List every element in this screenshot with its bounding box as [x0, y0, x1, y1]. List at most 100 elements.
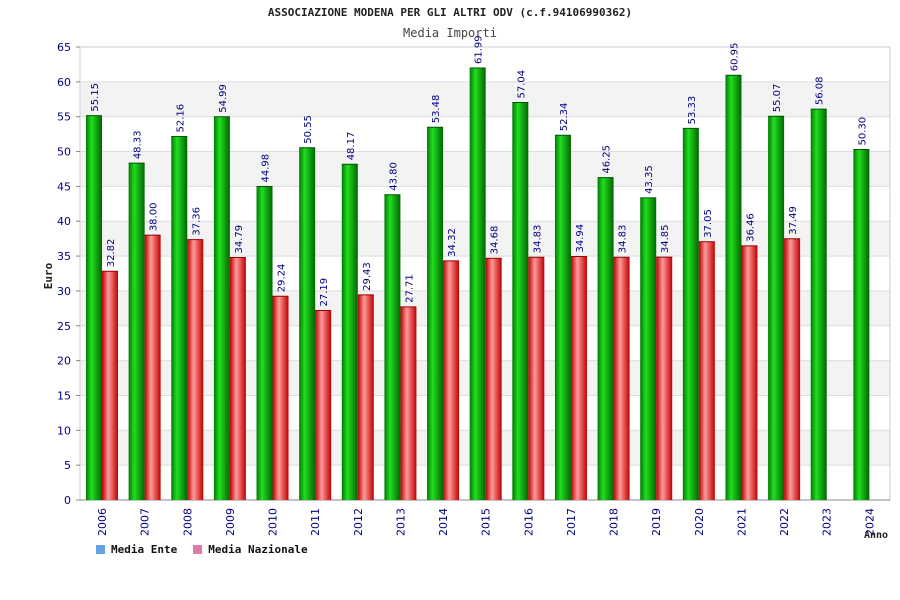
x-tick-label: 2014 — [437, 508, 450, 536]
data-label-media-ente: 61.99 — [474, 35, 485, 64]
data-label-media-nazionale: 34.79 — [234, 225, 245, 254]
bar-media-ente — [554, 135, 571, 500]
bar-media-nazionale — [443, 260, 460, 500]
x-tick-label: 2016 — [522, 508, 535, 536]
data-label-media-ente: 44.98 — [261, 154, 272, 183]
data-label-media-nazionale: 27.71 — [404, 274, 415, 303]
data-label-media-ente: 48.33 — [133, 131, 144, 160]
y-tick-label: 40 — [57, 215, 71, 228]
data-label-media-nazionale: 29.43 — [362, 262, 373, 291]
bars-group: 55.15 32.82 48.33 38.00 52.16 37.36 54.99 34.79… — [86, 35, 870, 501]
bar-media-nazionale — [613, 257, 630, 500]
bar-media-nazionale — [272, 296, 289, 500]
x-tick-label: 2021 — [735, 508, 748, 536]
data-label-media-nazionale: 27.19 — [319, 278, 330, 307]
data-label-media-ente: 55.07 — [772, 84, 783, 113]
data-label-media-ente: 55.15 — [90, 83, 101, 112]
x-tick-label: 2018 — [608, 508, 621, 536]
bar-media-ente — [341, 164, 358, 500]
legend-swatch-media-ente — [96, 545, 105, 554]
y-tick-label: 55 — [57, 111, 71, 124]
bar-media-nazionale — [315, 310, 332, 500]
data-label-media-nazionale: 36.46 — [745, 213, 756, 242]
x-axis-label: Anno — [864, 530, 888, 541]
data-label-media-nazionale: 37.36 — [191, 207, 202, 236]
legend-item-media-ente: Media Ente — [96, 543, 177, 556]
bar-media-ente — [597, 177, 614, 500]
data-label-media-nazionale: 34.68 — [490, 226, 501, 255]
x-tick-label: 2024 — [863, 508, 876, 536]
y-tick-label: 5 — [64, 459, 71, 472]
bar-media-ente — [853, 149, 870, 500]
bar-media-ente — [512, 102, 529, 501]
data-label-media-nazionale: 38.00 — [149, 203, 160, 232]
y-tick-label: 0 — [64, 494, 71, 507]
data-label-media-ente: 50.30 — [857, 117, 868, 146]
bar-media-ente — [768, 116, 785, 500]
y-tick-label: 20 — [57, 355, 71, 368]
y-tick-label: 15 — [57, 389, 71, 402]
data-label-media-nazionale: 34.85 — [660, 224, 671, 253]
bar-media-ente — [299, 147, 316, 500]
bar-media-nazionale — [357, 294, 374, 500]
bar-media-nazionale — [187, 239, 204, 501]
legend-item-media-nazionale: Media Nazionale — [193, 543, 308, 556]
bar-media-ente — [725, 75, 742, 500]
y-tick-label: 30 — [57, 285, 71, 298]
y-tick-label: 45 — [57, 180, 71, 193]
y-tick-label: 60 — [57, 76, 71, 89]
y-tick-label: 35 — [57, 250, 71, 263]
x-tick-label: 2022 — [778, 508, 791, 536]
x-tick-label: 2009 — [224, 508, 237, 536]
data-label-media-ente: 56.08 — [815, 77, 826, 106]
bar-media-ente — [213, 116, 230, 501]
y-tick-label: 10 — [57, 424, 71, 437]
x-tick-label: 2020 — [693, 508, 706, 536]
data-label-media-ente: 53.33 — [687, 96, 698, 125]
bar-media-nazionale — [144, 235, 161, 500]
legend-label-media-ente: Media Ente — [111, 543, 178, 556]
data-label-media-nazionale: 29.24 — [277, 264, 288, 293]
bar-media-nazionale — [656, 257, 673, 500]
y-tick-label: 50 — [57, 146, 71, 159]
data-label-media-nazionale: 34.32 — [447, 228, 458, 257]
data-label-media-ente: 46.25 — [602, 145, 613, 174]
data-label-media-ente: 50.55 — [303, 115, 314, 144]
bar-media-nazionale — [400, 306, 417, 500]
bar-media-ente — [128, 163, 145, 501]
chart-title: ASSOCIAZIONE MODENA PER GLI ALTRI ODV (c… — [267, 6, 633, 19]
data-label-media-nazionale: 34.83 — [532, 225, 543, 254]
x-tick-label: 2012 — [352, 508, 365, 536]
data-label-media-ente: 60.95 — [729, 43, 740, 72]
bar-media-ente — [384, 194, 401, 501]
bar-media-nazionale — [698, 241, 715, 501]
y-tick-label: 65 — [57, 41, 71, 54]
data-label-media-nazionale: 34.94 — [575, 224, 586, 253]
bar-media-nazionale — [485, 258, 502, 500]
bar-media-nazionale — [528, 257, 545, 500]
x-tick-label: 2015 — [480, 508, 493, 536]
data-label-media-ente: 48.17 — [346, 132, 357, 161]
x-tick-label: 2008 — [181, 508, 194, 536]
bar-media-ente — [682, 128, 699, 500]
x-tick-label: 2019 — [650, 508, 663, 536]
data-label-media-ente: 54.99 — [218, 84, 229, 113]
bar-media-nazionale — [229, 257, 246, 500]
data-label-media-nazionale: 37.49 — [788, 206, 799, 235]
bar-media-ente — [427, 127, 444, 501]
y-axis-ticks: 0 5 10 15 20 25 30 35 40 45 50 55 60 65 — [57, 41, 80, 507]
x-tick-label: 2007 — [139, 508, 152, 536]
data-label-media-ente: 43.80 — [388, 162, 399, 191]
x-tick-label: 2023 — [821, 508, 834, 536]
chart-subtitle: Media Importi — [403, 26, 497, 40]
y-tick-label: 25 — [57, 320, 71, 333]
x-tick-label: 2017 — [565, 508, 578, 536]
bar-media-ente — [171, 136, 188, 500]
bar-media-ente — [86, 115, 102, 501]
x-tick-label: 2013 — [394, 508, 407, 536]
bar-media-nazionale — [102, 271, 118, 500]
data-label-media-ente: 43.35 — [644, 165, 655, 194]
bar-media-nazionale — [784, 238, 801, 500]
data-label-media-ente: 53.48 — [431, 95, 442, 124]
